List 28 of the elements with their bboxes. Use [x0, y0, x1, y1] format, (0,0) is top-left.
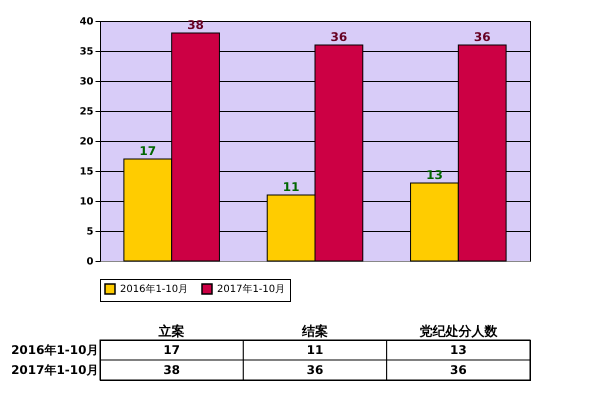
legend-label: 2016年1-10月	[120, 283, 188, 295]
legend-label: 2017年1-10月	[217, 283, 286, 295]
y-tick-label: 35	[80, 46, 94, 58]
y-tick-label: 5	[86, 226, 94, 238]
x-tick-label: 立案	[158, 324, 185, 340]
annotation: 11	[282, 180, 300, 194]
annotation: 13	[426, 168, 443, 182]
y-tick-label: 15	[80, 166, 94, 178]
annotation: 36	[330, 30, 348, 44]
x-tick-label: 结案	[301, 324, 328, 340]
annotation: 17	[139, 144, 156, 158]
y-tick-label: 0	[86, 256, 94, 268]
y-tick-label: 40	[80, 16, 94, 28]
x-tick-label: 党纪处分人数	[418, 324, 498, 340]
data-label: 11	[306, 343, 324, 357]
annotation: 36	[474, 30, 491, 44]
y-tick-label: 20	[80, 136, 94, 148]
data-label: 36	[450, 363, 467, 377]
y-tick-label: 30	[80, 76, 94, 88]
data-label: 13	[450, 343, 467, 357]
data-label: 17	[163, 343, 180, 357]
y-tick-label: 25	[80, 106, 94, 118]
y-tick-label: 10	[80, 196, 94, 208]
annotation: 38	[187, 18, 204, 32]
text: 2016年1-10月	[11, 343, 98, 357]
text: 2017年1-10月	[11, 363, 98, 377]
data-label: 36	[306, 363, 324, 377]
data-label: 38	[163, 363, 180, 377]
